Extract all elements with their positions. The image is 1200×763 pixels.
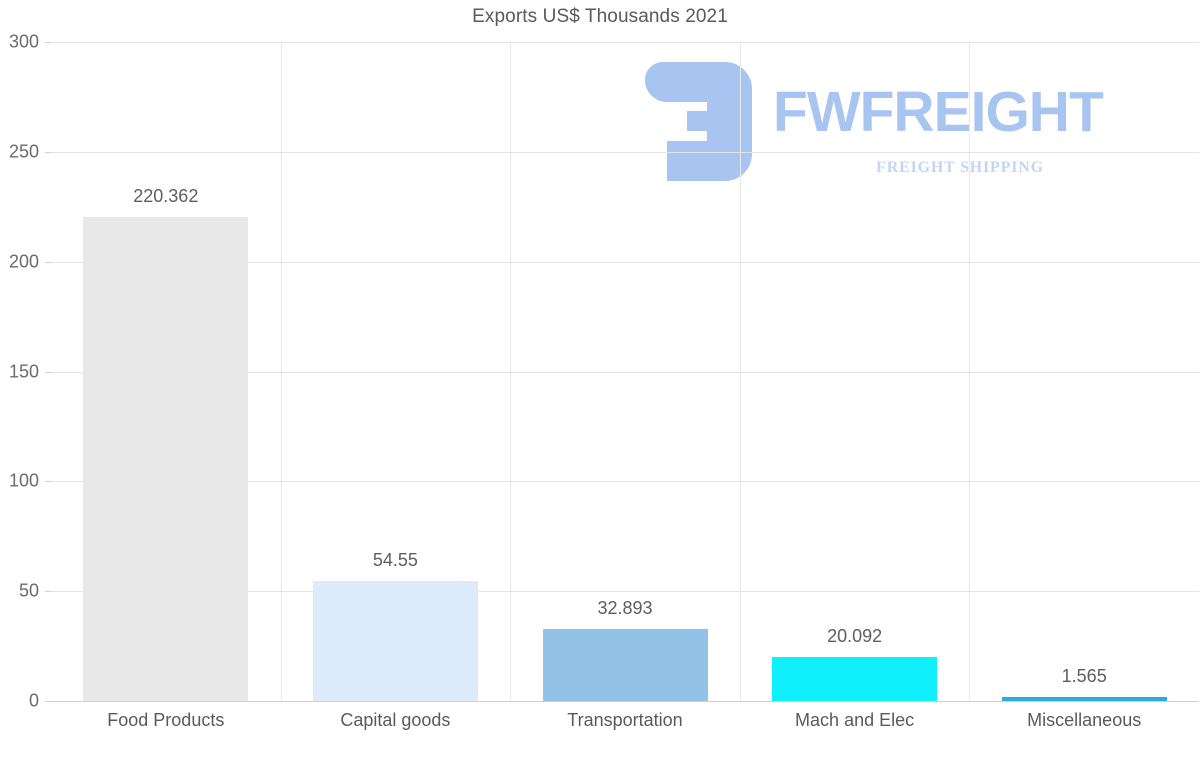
x-tick-label: Miscellaneous bbox=[1027, 710, 1142, 730]
x-tick-label: Food Products bbox=[107, 710, 225, 730]
gridline-horizontal bbox=[51, 591, 1199, 593]
x-tick-label: Capital goods bbox=[340, 710, 451, 730]
y-tick-mark bbox=[45, 591, 52, 593]
bar[interactable] bbox=[312, 581, 478, 701]
gridline-horizontal bbox=[51, 701, 1199, 702]
gridline-horizontal bbox=[51, 371, 1199, 373]
y-tick-mark bbox=[45, 481, 52, 483]
y-tick-mark bbox=[45, 151, 52, 153]
bar[interactable] bbox=[772, 656, 938, 701]
plot-area: 220.362 54.55 32.893 20.092 1.565 bbox=[51, 42, 1199, 702]
bar-value-label: 32.893 bbox=[597, 597, 653, 618]
y-tick-label: 300 bbox=[8, 31, 39, 52]
y-tick-mark bbox=[45, 371, 52, 373]
x-tick-label: Transportation bbox=[567, 710, 683, 730]
gridline-horizontal bbox=[51, 151, 1199, 153]
bar-value-label: 20.092 bbox=[827, 625, 883, 646]
y-tick-label: 0 bbox=[28, 690, 39, 711]
gridline-vertical bbox=[740, 42, 741, 701]
y-tick-mark bbox=[45, 701, 52, 702]
gridline-vertical bbox=[510, 42, 511, 701]
x-tick-label: Mach and Elec bbox=[795, 710, 915, 730]
bar[interactable] bbox=[542, 628, 708, 701]
bar-value-label: 54.55 bbox=[372, 550, 418, 571]
y-tick-label: 50 bbox=[18, 580, 39, 601]
gridline-vertical bbox=[969, 42, 970, 701]
bar-value-label: 1.565 bbox=[1061, 666, 1107, 686]
y-tick-mark bbox=[45, 42, 52, 43]
bar[interactable] bbox=[1001, 697, 1167, 701]
bar-value-label: 220.362 bbox=[133, 185, 199, 206]
bar[interactable] bbox=[83, 216, 249, 701]
y-tick-label: 250 bbox=[8, 141, 39, 162]
chart-title: Exports US$ Thousands 2021 bbox=[472, 6, 728, 27]
gridline-horizontal bbox=[51, 481, 1199, 483]
gridline-horizontal bbox=[51, 42, 1199, 43]
y-tick-label: 100 bbox=[8, 470, 39, 491]
y-tick-label: 150 bbox=[8, 361, 39, 381]
gridline-vertical bbox=[281, 42, 282, 701]
gridline-horizontal bbox=[51, 261, 1199, 263]
y-tick-label: 200 bbox=[8, 251, 39, 272]
y-tick-mark bbox=[45, 261, 52, 263]
